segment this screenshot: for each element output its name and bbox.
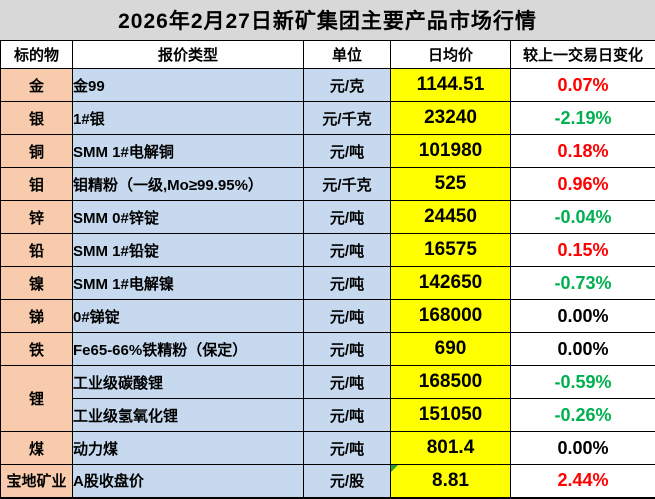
header-row: 标的物 报价类型 单位 日均价 较上一交易日变化 <box>1 41 655 69</box>
table-row-antimony: 锑 0#锑锭 元/吨 168000 0.00% <box>1 300 655 333</box>
change-cell[interactable]: 0.00% <box>511 333 655 366</box>
change-cell[interactable]: 0.15% <box>511 234 655 267</box>
unit-cell[interactable]: 元/吨 <box>304 300 391 333</box>
unit-cell[interactable]: 元/吨 <box>304 267 391 300</box>
unit-cell[interactable]: 元/吨 <box>304 135 391 168</box>
table-row-silver: 银 1#银 元/千克 23240 -2.19% <box>1 102 655 135</box>
unit-cell[interactable]: 元/吨 <box>304 234 391 267</box>
header-quote-type[interactable]: 报价类型 <box>73 41 304 69</box>
change-cell[interactable]: 0.96% <box>511 168 655 201</box>
unit-cell[interactable]: 元/吨 <box>304 333 391 366</box>
change-cell[interactable]: 0.07% <box>511 69 655 102</box>
avg-price-cell[interactable]: 101980 <box>391 135 511 168</box>
change-cell[interactable]: -0.59% <box>511 366 655 399</box>
avg-price-cell[interactable]: 16575 <box>391 234 511 267</box>
page-title: 2026年2月27日新矿集团主要产品市场行情 <box>0 0 655 40</box>
table-row-molybdenum: 钼 钼精粉（一级,Mo≥99.95%） 元/千克 525 0.96% <box>1 168 655 201</box>
quote-type-cell[interactable]: Fe65-66%铁精粉（保定） <box>73 333 304 366</box>
target-cell[interactable]: 铜 <box>1 135 73 168</box>
quote-type-cell[interactable]: 工业级碳酸锂 <box>73 366 304 399</box>
change-cell[interactable]: 2.44% <box>511 465 655 498</box>
quote-type-cell[interactable]: SMM 1#铅锭 <box>73 234 304 267</box>
avg-price-cell[interactable]: 142650 <box>391 267 511 300</box>
change-cell[interactable]: -0.73% <box>511 267 655 300</box>
quote-type-cell[interactable]: A股收盘价 <box>73 465 304 498</box>
avg-price-cell[interactable]: 1144.51 <box>391 69 511 102</box>
change-cell[interactable]: 0.18% <box>511 135 655 168</box>
quote-type-cell[interactable]: 工业级氢氧化锂 <box>73 399 304 432</box>
avg-price-cell[interactable]: 801.4 <box>391 432 511 465</box>
target-cell[interactable]: 宝地矿业 <box>1 465 73 498</box>
quote-type-cell[interactable]: 0#锑锭 <box>73 300 304 333</box>
target-cell[interactable]: 锑 <box>1 300 73 333</box>
table-row-lead: 铅 SMM 1#铅锭 元/吨 16575 0.15% <box>1 234 655 267</box>
target-cell[interactable]: 煤 <box>1 432 73 465</box>
quote-type-cell[interactable]: SMM 0#锌锭 <box>73 201 304 234</box>
quote-type-cell[interactable]: 动力煤 <box>73 432 304 465</box>
cell-error-triangle-icon <box>391 465 398 472</box>
change-cell[interactable]: -2.19% <box>511 102 655 135</box>
table-row-lithium-carbonate: 锂 工业级碳酸锂 元/吨 168500 -0.59% <box>1 366 655 399</box>
unit-cell[interactable]: 元/千克 <box>304 102 391 135</box>
unit-cell[interactable]: 元/吨 <box>304 399 391 432</box>
table-row-zinc: 锌 SMM 0#锌锭 元/吨 24450 -0.04% <box>1 201 655 234</box>
quote-type-cell[interactable]: SMM 1#电解铜 <box>73 135 304 168</box>
avg-price-cell[interactable]: 690 <box>391 333 511 366</box>
table-row-coal: 煤 动力煤 元/吨 801.4 0.00% <box>1 432 655 465</box>
header-change[interactable]: 较上一交易日变化 <box>511 41 655 69</box>
quote-type-cell[interactable]: 钼精粉（一级,Mo≥99.95%） <box>73 168 304 201</box>
unit-cell[interactable]: 元/千克 <box>304 168 391 201</box>
table-row-lithium-hydroxide: 工业级氢氧化锂 元/吨 151050 -0.26% <box>1 399 655 432</box>
avg-price-cell[interactable]: 23240 <box>391 102 511 135</box>
unit-cell[interactable]: 元/股 <box>304 465 391 498</box>
unit-cell[interactable]: 元/克 <box>304 69 391 102</box>
change-cell[interactable]: 0.00% <box>511 432 655 465</box>
avg-price-cell[interactable]: 525 <box>391 168 511 201</box>
change-cell[interactable]: -0.04% <box>511 201 655 234</box>
quote-type-cell[interactable]: 金99 <box>73 69 304 102</box>
avg-price-cell[interactable]: 24450 <box>391 201 511 234</box>
header-unit[interactable]: 单位 <box>304 41 391 69</box>
avg-price-value: 8.81 <box>432 470 469 491</box>
unit-cell[interactable]: 元/吨 <box>304 366 391 399</box>
market-price-table: 标的物 报价类型 单位 日均价 较上一交易日变化 金 金99 元/克 1144.… <box>0 40 655 499</box>
avg-price-cell[interactable]: 151050 <box>391 399 511 432</box>
header-target[interactable]: 标的物 <box>1 41 73 69</box>
avg-price-cell[interactable]: 8.81 <box>391 465 511 498</box>
unit-cell[interactable]: 元/吨 <box>304 201 391 234</box>
header-avg-price[interactable]: 日均价 <box>391 41 511 69</box>
target-cell[interactable]: 银 <box>1 102 73 135</box>
table-row-baodi-mining: 宝地矿业 A股收盘价 元/股 8.81 2.44% <box>1 465 655 498</box>
target-cell[interactable]: 镍 <box>1 267 73 300</box>
target-cell[interactable]: 铅 <box>1 234 73 267</box>
table-row-nickel: 镍 SMM 1#电解镍 元/吨 142650 -0.73% <box>1 267 655 300</box>
target-cell[interactable]: 金 <box>1 69 73 102</box>
quote-type-cell[interactable]: 1#银 <box>73 102 304 135</box>
target-cell[interactable]: 锌 <box>1 201 73 234</box>
change-cell[interactable]: -0.26% <box>511 399 655 432</box>
table-row-copper: 铜 SMM 1#电解铜 元/吨 101980 0.18% <box>1 135 655 168</box>
quote-type-cell[interactable]: SMM 1#电解镍 <box>73 267 304 300</box>
avg-price-cell[interactable]: 168000 <box>391 300 511 333</box>
target-cell[interactable]: 锂 <box>1 366 73 432</box>
target-cell[interactable]: 钼 <box>1 168 73 201</box>
table-row-iron: 铁 Fe65-66%铁精粉（保定） 元/吨 690 0.00% <box>1 333 655 366</box>
table-row-gold: 金 金99 元/克 1144.51 0.07% <box>1 69 655 102</box>
change-cell[interactable]: 0.00% <box>511 300 655 333</box>
target-cell[interactable]: 铁 <box>1 333 73 366</box>
unit-cell[interactable]: 元/吨 <box>304 432 391 465</box>
avg-price-cell[interactable]: 168500 <box>391 366 511 399</box>
